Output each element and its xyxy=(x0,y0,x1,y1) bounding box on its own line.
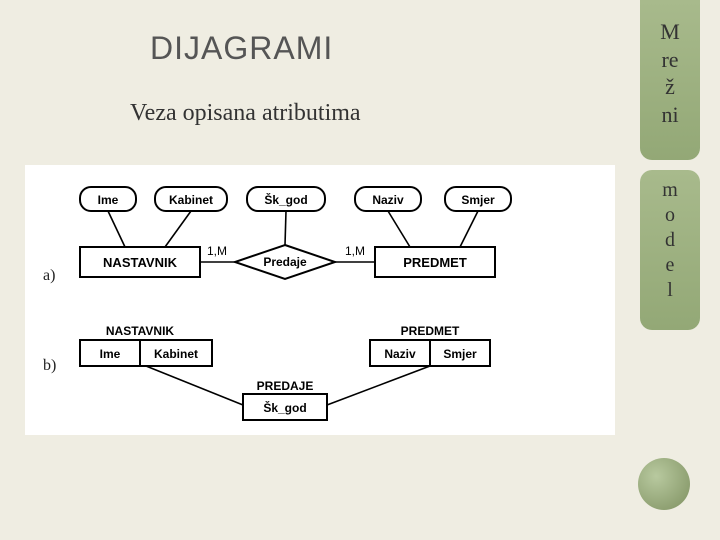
relationship-text: Predaje xyxy=(263,255,307,269)
page-title: DIJAGRAMI xyxy=(150,30,333,67)
rel-cell-text: Šk_god xyxy=(263,400,306,415)
attr-text: Ime xyxy=(98,193,119,207)
attr-text: Smjer xyxy=(461,193,495,207)
entity-right-text: PREDMET xyxy=(403,255,467,270)
part-b-label: b) xyxy=(43,357,56,374)
edge xyxy=(165,211,191,247)
edge xyxy=(285,211,286,245)
entity-left-text: NASTAVNIK xyxy=(103,255,178,270)
cell-text: Smjer xyxy=(443,347,477,361)
sidebar-top-line: M xyxy=(660,18,680,46)
sidebar-bottom-line: l xyxy=(667,278,673,303)
header-left: NASTAVNIK xyxy=(106,324,175,338)
attr-text: Kabinet xyxy=(169,193,213,207)
cell-text: Ime xyxy=(100,347,121,361)
edge xyxy=(108,211,125,247)
edge xyxy=(460,211,478,247)
sidebar-top-line: ž xyxy=(665,73,675,101)
attr-text: Šk_god xyxy=(264,192,307,207)
edge xyxy=(146,366,243,405)
sidebar-bottom-line: e xyxy=(666,253,675,278)
sidebar-bottom: m o d e l xyxy=(640,170,700,330)
rel-label-b: PREDAJE xyxy=(257,379,314,393)
part-a-label: a) xyxy=(43,267,55,284)
cardinality-right: 1,M xyxy=(345,244,365,258)
decorative-dot xyxy=(638,458,690,510)
sidebar-bottom-line: o xyxy=(665,203,675,228)
attr-text: Naziv xyxy=(372,193,404,207)
er-diagram: a) Ime Kabinet Šk_god Naziv Smjer NASTAV… xyxy=(25,165,615,435)
header-right: PREDMET xyxy=(401,324,460,338)
edge xyxy=(327,366,430,405)
cardinality-left: 1,M xyxy=(207,244,227,258)
sidebar-bottom-line: m xyxy=(662,178,678,203)
edge xyxy=(388,211,410,247)
sidebar-bottom-line: d xyxy=(665,228,675,253)
sidebar-top-line: re xyxy=(661,46,678,74)
cell-text: Naziv xyxy=(384,347,416,361)
cell-text: Kabinet xyxy=(154,347,198,361)
page-subtitle: Veza opisana atributima xyxy=(130,100,361,127)
sidebar-top: M re ž ni xyxy=(640,0,700,160)
sidebar-top-line: ni xyxy=(661,101,678,129)
